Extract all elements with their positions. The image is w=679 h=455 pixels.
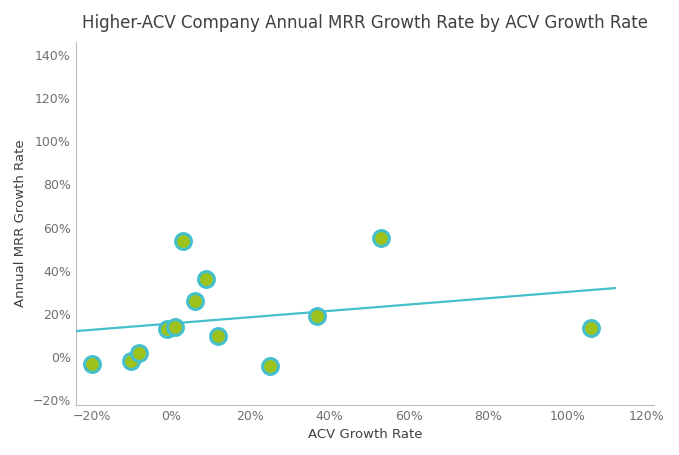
Point xyxy=(312,313,323,320)
Title: Higher-ACV Company Annual MRR Growth Rate by ACV Growth Rate: Higher-ACV Company Annual MRR Growth Rat… xyxy=(82,14,648,32)
Point xyxy=(162,325,172,333)
Point xyxy=(169,324,180,331)
Point xyxy=(265,362,276,369)
Point xyxy=(375,235,386,242)
Point xyxy=(189,298,200,305)
Point xyxy=(126,358,136,365)
X-axis label: ACV Growth Rate: ACV Growth Rate xyxy=(308,428,422,441)
Point xyxy=(213,332,224,339)
Point xyxy=(585,324,596,331)
Point xyxy=(177,237,188,244)
Point xyxy=(201,276,212,283)
Point xyxy=(86,360,97,367)
Point xyxy=(134,349,145,356)
Y-axis label: Annual MRR Growth Rate: Annual MRR Growth Rate xyxy=(14,139,27,307)
